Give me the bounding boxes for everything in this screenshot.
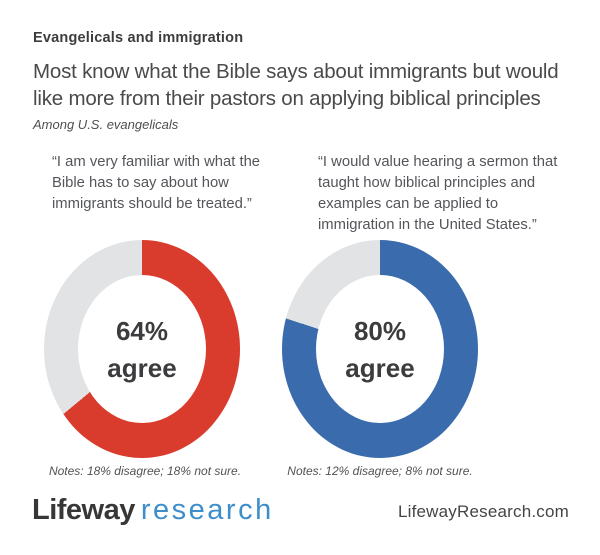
chart-quote-sermon-value: “I would value hearing a sermon that tau… [318, 154, 558, 233]
donut-hole: 80% agree [316, 275, 444, 423]
donut-hole: 64% agree [78, 275, 206, 423]
eyebrow-heading: Evangelicals and immigration [33, 30, 244, 46]
center-percentage: 64% [115, 315, 169, 346]
website-url: LifewayResearch.com [397, 502, 569, 521]
lifeway-research-logo: Lifeway research [32, 494, 274, 527]
donut-chart-sermon-value: 80% agree [282, 240, 478, 458]
page-title-line-2: like more from their pastors on applying… [33, 87, 541, 110]
center-label: agree [345, 352, 415, 383]
chart-notes-left: Notes: 18% disagree; 18% not sure. [48, 464, 242, 478]
page-title-line-1: Most know what the Bible says about immi… [33, 60, 559, 83]
center-percentage: 80% [353, 315, 407, 346]
center-label: agree [107, 352, 177, 383]
chart-quote-bible-familiarity: “I am very familiar with what the Bible … [52, 154, 261, 212]
logo-lifeway-text: Lifeway [32, 494, 135, 526]
page-subtitle: Among U.S. evangelicals [33, 117, 179, 132]
donut-chart-bible-familiarity: 64% agree [44, 240, 240, 458]
page-title: Most know what the Bible says about immi… [33, 58, 593, 112]
chart-notes-right: Notes: 12% disagree; 8% not sure. [287, 464, 473, 478]
logo-research-text: research [140, 494, 274, 526]
